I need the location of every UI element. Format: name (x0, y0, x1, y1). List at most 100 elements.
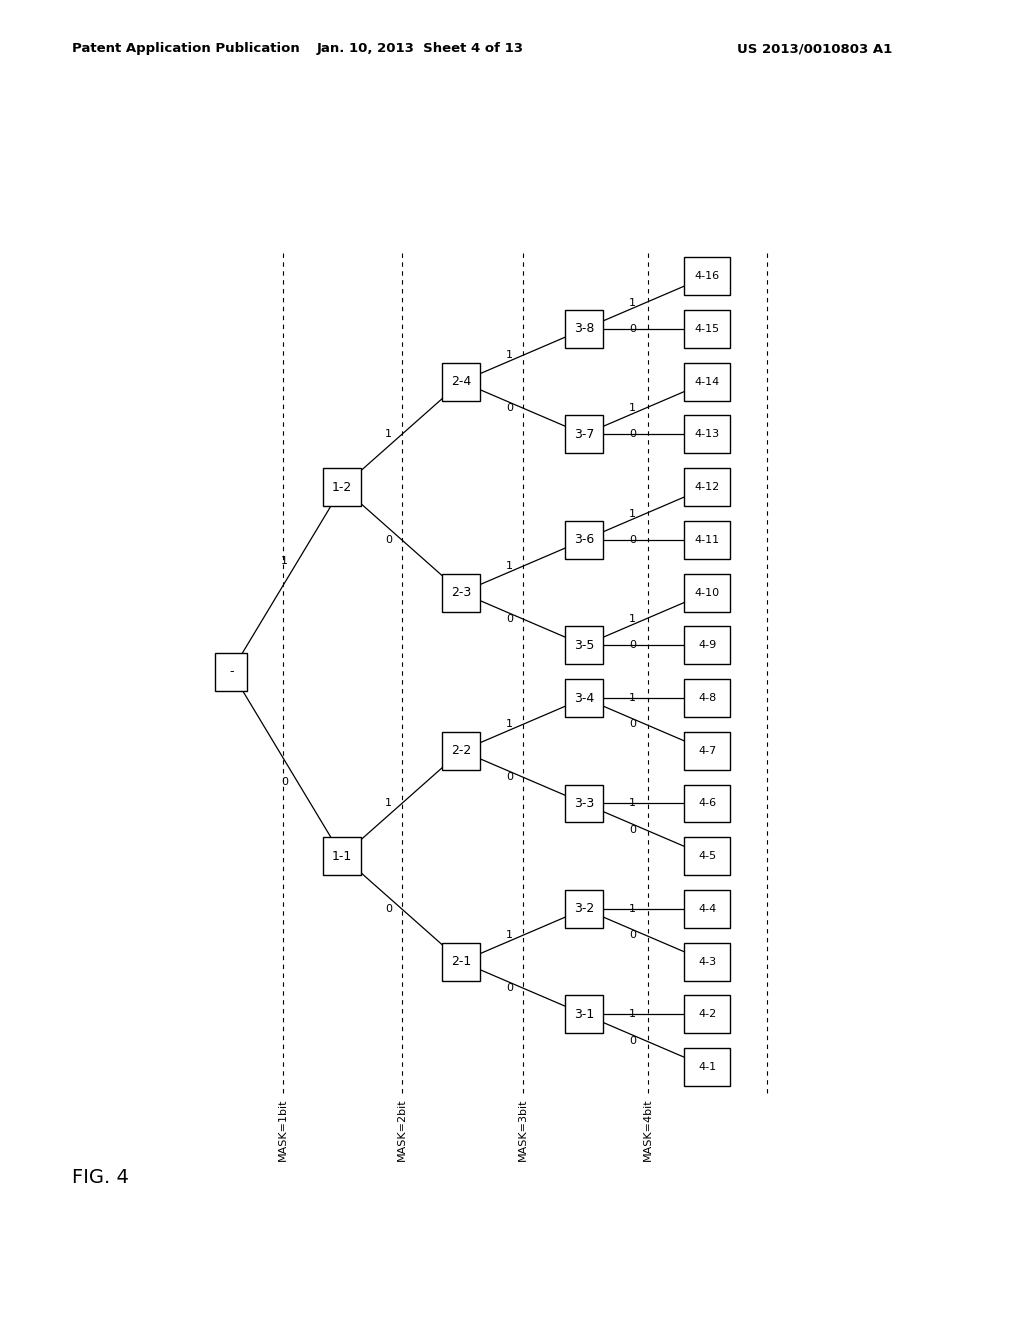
FancyBboxPatch shape (565, 784, 603, 822)
Text: 0: 0 (630, 1036, 636, 1045)
Text: 4-1: 4-1 (698, 1063, 717, 1072)
FancyBboxPatch shape (324, 837, 361, 875)
FancyBboxPatch shape (565, 626, 603, 664)
FancyBboxPatch shape (684, 837, 730, 875)
FancyBboxPatch shape (684, 678, 730, 717)
FancyBboxPatch shape (684, 626, 730, 664)
Text: 4-4: 4-4 (698, 904, 717, 913)
FancyBboxPatch shape (684, 731, 730, 770)
Text: 1: 1 (630, 799, 636, 808)
Text: 4-10: 4-10 (694, 587, 720, 598)
Text: 2-3: 2-3 (452, 586, 471, 599)
Text: 1: 1 (630, 614, 636, 624)
Text: FIG. 4: FIG. 4 (72, 1168, 129, 1187)
Text: 1: 1 (506, 719, 513, 730)
Text: 0: 0 (506, 772, 513, 783)
FancyBboxPatch shape (442, 731, 480, 770)
Text: 1: 1 (506, 931, 513, 940)
Text: 1: 1 (630, 297, 636, 308)
Text: 4-15: 4-15 (694, 323, 720, 334)
FancyBboxPatch shape (442, 942, 480, 981)
FancyBboxPatch shape (565, 310, 603, 348)
Text: 0: 0 (506, 983, 513, 993)
Text: 4-8: 4-8 (698, 693, 717, 704)
Text: MASK=1bit: MASK=1bit (278, 1098, 288, 1162)
FancyBboxPatch shape (684, 784, 730, 822)
Text: 1-2: 1-2 (332, 480, 352, 494)
Text: 0: 0 (630, 429, 636, 440)
Text: 1: 1 (385, 799, 392, 808)
Text: 3-5: 3-5 (574, 639, 595, 652)
FancyBboxPatch shape (684, 521, 730, 558)
Text: MASK=3bit: MASK=3bit (518, 1098, 528, 1162)
Text: 4-13: 4-13 (694, 429, 720, 440)
Text: 0: 0 (506, 614, 513, 624)
Text: 3-3: 3-3 (574, 797, 595, 810)
Text: US 2013/0010803 A1: US 2013/0010803 A1 (737, 42, 893, 55)
Text: 1: 1 (630, 403, 636, 413)
Text: 4-14: 4-14 (694, 376, 720, 387)
Text: 2-4: 2-4 (452, 375, 471, 388)
Text: 2-1: 2-1 (452, 956, 471, 968)
FancyBboxPatch shape (442, 363, 480, 401)
FancyBboxPatch shape (565, 678, 603, 717)
Text: 1: 1 (630, 508, 636, 519)
Text: 1-1: 1-1 (332, 850, 352, 863)
Text: 4-9: 4-9 (698, 640, 717, 651)
Text: 4-5: 4-5 (698, 851, 717, 861)
FancyBboxPatch shape (684, 890, 730, 928)
Text: 4-3: 4-3 (698, 957, 717, 966)
Text: 4-6: 4-6 (698, 799, 717, 808)
Text: 3-2: 3-2 (574, 903, 595, 916)
Text: 0: 0 (385, 904, 392, 913)
FancyBboxPatch shape (565, 995, 603, 1034)
Text: MASK=2bit: MASK=2bit (396, 1098, 407, 1162)
FancyBboxPatch shape (684, 995, 730, 1034)
Text: 4-2: 4-2 (698, 1010, 717, 1019)
FancyBboxPatch shape (565, 521, 603, 558)
Text: 3-6: 3-6 (574, 533, 595, 546)
FancyBboxPatch shape (684, 310, 730, 348)
FancyBboxPatch shape (684, 1048, 730, 1086)
FancyBboxPatch shape (684, 469, 730, 506)
FancyBboxPatch shape (442, 574, 480, 611)
Text: 1: 1 (630, 904, 636, 913)
FancyBboxPatch shape (684, 416, 730, 453)
Text: Jan. 10, 2013  Sheet 4 of 13: Jan. 10, 2013 Sheet 4 of 13 (316, 42, 523, 55)
Text: 1: 1 (282, 556, 289, 566)
FancyBboxPatch shape (684, 363, 730, 401)
Text: MASK=4bit: MASK=4bit (643, 1098, 653, 1162)
Text: 1: 1 (506, 350, 513, 360)
Text: 4-11: 4-11 (694, 535, 720, 545)
Text: 0: 0 (630, 825, 636, 834)
Text: 0: 0 (385, 535, 392, 545)
Text: 0: 0 (630, 323, 636, 334)
FancyBboxPatch shape (684, 942, 730, 981)
Text: 2-2: 2-2 (452, 744, 471, 758)
Text: 1: 1 (506, 561, 513, 572)
Text: 3-1: 3-1 (574, 1008, 595, 1020)
Text: -: - (229, 665, 233, 678)
FancyBboxPatch shape (565, 890, 603, 928)
FancyBboxPatch shape (324, 469, 361, 506)
Text: 0: 0 (630, 719, 636, 730)
Text: 1: 1 (630, 693, 636, 704)
Text: 3-7: 3-7 (574, 428, 595, 441)
FancyBboxPatch shape (215, 652, 247, 690)
Text: 0: 0 (630, 931, 636, 940)
Text: 3-4: 3-4 (574, 692, 595, 705)
FancyBboxPatch shape (684, 574, 730, 611)
Text: 0: 0 (506, 403, 513, 413)
Text: Patent Application Publication: Patent Application Publication (72, 42, 299, 55)
Text: 4-7: 4-7 (698, 746, 717, 756)
Text: 4-12: 4-12 (694, 482, 720, 492)
FancyBboxPatch shape (684, 257, 730, 296)
Text: 0: 0 (630, 535, 636, 545)
Text: 4-16: 4-16 (694, 271, 720, 281)
Text: 0: 0 (282, 777, 289, 788)
FancyBboxPatch shape (565, 416, 603, 453)
Text: 3-8: 3-8 (574, 322, 595, 335)
Text: 1: 1 (630, 1010, 636, 1019)
Text: 0: 0 (630, 640, 636, 651)
Text: 1: 1 (385, 429, 392, 440)
